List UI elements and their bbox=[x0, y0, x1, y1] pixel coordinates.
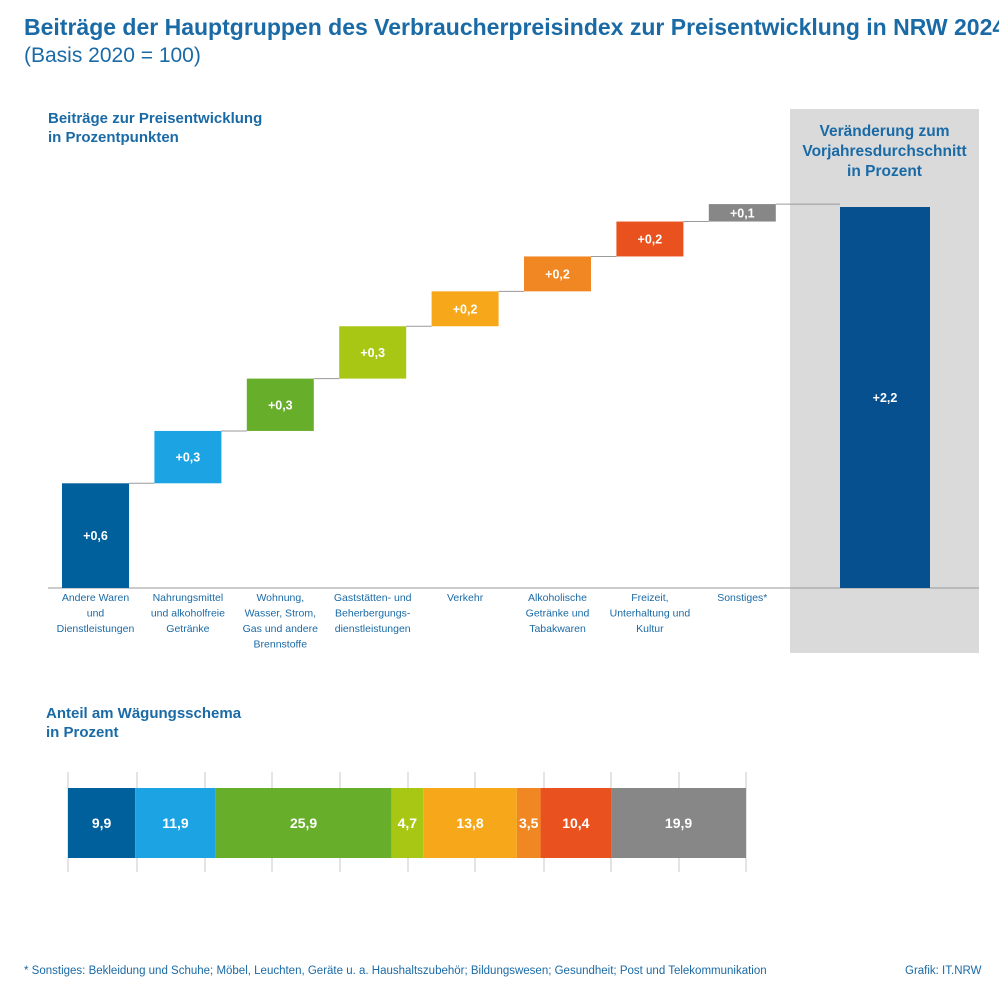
category-label: dienstleistungen bbox=[335, 623, 411, 635]
category-label: Tabakwaren bbox=[529, 623, 586, 635]
chart-subtitle: (Basis 2020 = 100) bbox=[24, 44, 201, 67]
category-label: Wasser, Strom, bbox=[245, 608, 316, 620]
category-label: Andere Waren bbox=[62, 592, 129, 604]
weights-title-line2: in Prozent bbox=[46, 724, 119, 741]
weights-segment bbox=[215, 788, 392, 858]
total-bar bbox=[840, 207, 930, 588]
category-label: Gas und andere bbox=[243, 623, 318, 635]
waterfall-title-line2: in Prozentpunkten bbox=[48, 129, 179, 146]
weights-segment bbox=[516, 788, 541, 858]
weights-value-label: 4,7 bbox=[398, 815, 418, 831]
weights-value-label: 3,5 bbox=[519, 815, 539, 831]
category-label: Dienstleistungen bbox=[57, 623, 135, 635]
waterfall-bar bbox=[524, 256, 591, 292]
source-credit: Grafik: IT.NRW bbox=[905, 965, 982, 977]
waterfall-bar bbox=[154, 430, 222, 484]
category-label: Wohnung, bbox=[256, 592, 304, 604]
category-label: Beherbergungs- bbox=[335, 608, 411, 620]
weights-value-label: 9,9 bbox=[92, 815, 112, 831]
footnote: * Sonstiges: Bekleidung und Schuhe; Möbe… bbox=[24, 965, 767, 977]
bar-value-label: +0,6 bbox=[83, 529, 108, 543]
category-label: Getränke und bbox=[526, 608, 590, 620]
waterfall-title-line1: Beiträge zur Preisentwicklung bbox=[48, 110, 263, 127]
waterfall-bar bbox=[616, 221, 684, 257]
category-label: Unterhaltung und bbox=[610, 608, 691, 620]
total-title-line3: in Prozent bbox=[847, 163, 922, 180]
weights-value-label: 13,8 bbox=[456, 815, 483, 831]
category-label: Kultur bbox=[636, 623, 664, 635]
category-label: Nahrungsmittel bbox=[153, 592, 224, 604]
category-label: Getränke bbox=[166, 623, 209, 635]
total-title-line1: Veränderung zum bbox=[819, 123, 950, 140]
waterfall-bar bbox=[246, 378, 314, 431]
total-panel-title: Veränderung zum Vorjahresdurchschnitt in… bbox=[790, 122, 979, 182]
weights-segment bbox=[68, 788, 136, 858]
waterfall-bar bbox=[431, 291, 499, 327]
category-label: und alkoholfreie bbox=[151, 608, 225, 620]
waterfall-section-title: Beiträge zur Preisentwicklung in Prozent… bbox=[48, 109, 262, 147]
bar-value-label: +0,3 bbox=[268, 398, 293, 412]
bar-value-label: +0,2 bbox=[545, 267, 570, 281]
waterfall-bar bbox=[62, 483, 129, 588]
bar-value-label: +0,1 bbox=[730, 206, 755, 220]
weights-segment bbox=[423, 788, 517, 858]
category-label: Gaststätten- und bbox=[334, 592, 412, 604]
weights-segment bbox=[135, 788, 216, 858]
weights-value-label: 19,9 bbox=[665, 815, 692, 831]
category-label: und bbox=[87, 608, 105, 620]
weights-segment bbox=[391, 788, 424, 858]
category-label: Brennstoffe bbox=[254, 639, 308, 651]
bar-value-label: +0,3 bbox=[176, 451, 201, 465]
waterfall-bar bbox=[708, 204, 776, 222]
category-label: Freizeit, bbox=[631, 592, 668, 604]
weights-value-label: 10,4 bbox=[562, 815, 589, 831]
weights-segment bbox=[611, 788, 746, 858]
bar-value-label: +0,2 bbox=[638, 233, 663, 247]
waterfall-bar bbox=[339, 326, 407, 379]
weights-section-title: Anteil am Wägungsschema in Prozent bbox=[46, 704, 241, 742]
category-label: Sonstiges* bbox=[717, 592, 767, 604]
total-title-line2: Vorjahresdurchschnitt bbox=[802, 143, 967, 160]
weights-value-label: 25,9 bbox=[290, 815, 317, 831]
category-label: Verkehr bbox=[447, 592, 484, 604]
weights-title-line1: Anteil am Wägungsschema bbox=[46, 705, 242, 722]
category-label: Alkoholische bbox=[528, 592, 587, 604]
chart-title: Beiträge der Hauptgruppen des Verbrauche… bbox=[24, 14, 999, 40]
total-value-label: +2,2 bbox=[873, 391, 898, 405]
weights-value-label: 11,9 bbox=[162, 815, 189, 831]
bar-value-label: +0,2 bbox=[453, 302, 478, 316]
bar-value-label: +0,3 bbox=[360, 346, 385, 360]
weights-segment bbox=[540, 788, 612, 858]
